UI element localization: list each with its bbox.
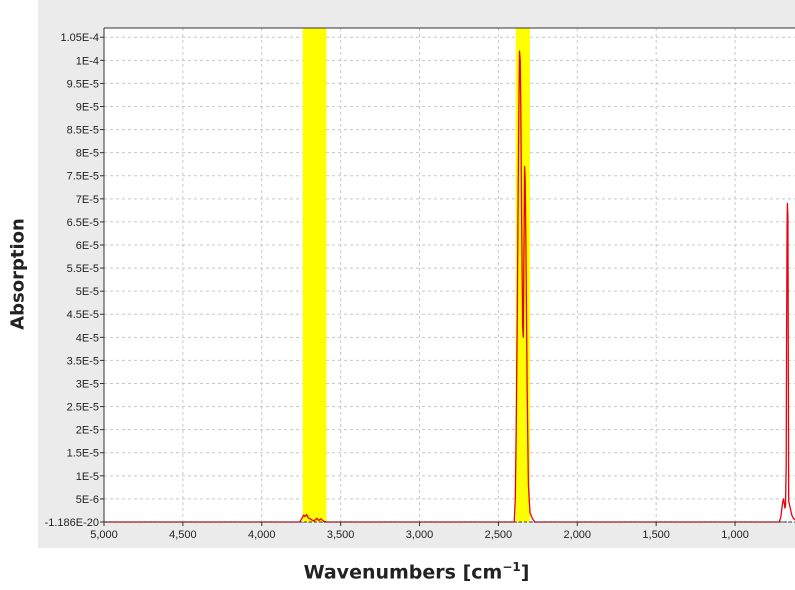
spectrum-chart: -1.186E-20 5E-6 1E-5 1.5E-5 2E-5 2.5E-5 3E-5 3.… [45, 27, 795, 541]
y-tick-label: 5E-6 [76, 494, 99, 506]
x-tick-labels: 5,000 4,500 4,000 3,500 3,000 2,500 2,000 1,500… [90, 529, 749, 541]
y-tick-label: 2.5E-5 [67, 402, 99, 414]
y-tick-label: 5.5E-5 [67, 263, 99, 275]
x-tick-label: 1,500 [642, 529, 670, 541]
y-tick-label: 9.5E-5 [67, 78, 99, 90]
plot-area [104, 28, 795, 522]
y-tick-label: 2E-5 [76, 425, 99, 437]
x-tick-label: 3,000 [406, 529, 434, 541]
highlight-region [515, 28, 530, 522]
y-tick-label: 6E-5 [76, 240, 99, 252]
x-tick-label: 1,000 [721, 529, 749, 541]
y-tick-label: 5E-5 [76, 286, 99, 298]
y-tick-label: 4E-5 [76, 332, 99, 344]
series-layer [104, 50, 795, 523]
y-axis-label-container: Absorption [4, 0, 32, 548]
y-tick-label: 6.5E-5 [67, 217, 99, 229]
x-tick-label: 3,500 [327, 529, 355, 541]
y-tick-label: -1.186E-20 [45, 517, 99, 529]
chart-panel: -1.186E-20 5E-6 1E-5 1.5E-5 2E-5 2.5E-5 3E-5 3.… [38, 0, 795, 548]
x-axis-label-text: Wavenumbers [cm [303, 561, 503, 584]
grid-lines [104, 28, 795, 523]
y-tick-label: 8E-5 [76, 148, 99, 160]
x-tick-label: 2,000 [564, 529, 592, 541]
y-tick-label: 1.5E-5 [67, 448, 99, 460]
y-tick-label: 7.5E-5 [67, 171, 99, 183]
y-tick-label: 3E-5 [76, 378, 99, 390]
y-tick-labels: -1.186E-20 5E-6 1E-5 1.5E-5 2E-5 2.5E-5 3E-5 3.… [45, 32, 99, 529]
x-axis-label-close: ] [520, 561, 530, 584]
x-axis-label-exponent: −1 [502, 560, 521, 574]
highlight-region [302, 28, 327, 522]
y-tick-label: 4.5E-5 [67, 309, 99, 321]
x-tick-label: 5,000 [90, 529, 118, 541]
y-tick-label: 9E-5 [76, 101, 99, 113]
y-tick-label: 1.05E-4 [60, 32, 99, 44]
highlight-regions [302, 28, 530, 522]
y-tick-label: 8.5E-5 [67, 125, 99, 137]
y-axis-label: Absorption [7, 218, 29, 330]
axes [100, 27, 795, 526]
y-tick-label: 1E-4 [76, 55, 99, 67]
y-tick-label: 1E-5 [76, 471, 99, 483]
y-tick-label: 7E-5 [76, 194, 99, 206]
spectrum-line [104, 50, 795, 523]
x-axis-label: Wavenumbers [cm−1] [38, 560, 795, 583]
x-tick-label: 4,000 [248, 529, 276, 541]
y-tick-label: 3.5E-5 [67, 355, 99, 367]
x-tick-label: 2,500 [485, 529, 513, 541]
x-tick-label: 4,500 [169, 529, 197, 541]
